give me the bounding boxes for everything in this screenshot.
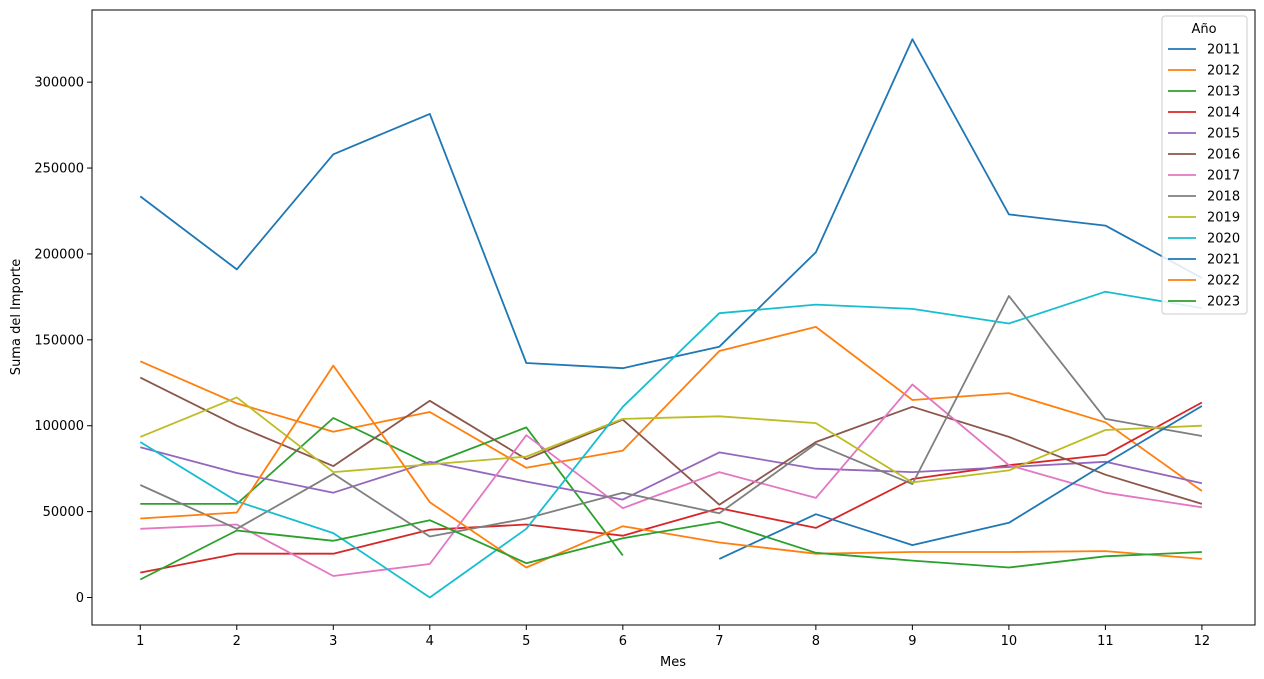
- x-tick-label: 7: [715, 634, 723, 649]
- y-axis-label: Suma del Importe: [9, 259, 24, 375]
- series-line-2021: [718, 405, 1203, 560]
- series-line-2014: [140, 401, 1203, 574]
- x-tick-label: 1: [136, 634, 144, 649]
- series-lines: [139, 38, 1203, 599]
- series-line-2020: [139, 290, 1203, 599]
- legend-label-2011: 2011: [1207, 43, 1240, 58]
- legend-label-2012: 2012: [1207, 64, 1240, 79]
- legend-label-2018: 2018: [1207, 190, 1240, 205]
- x-axis: 1 2 3 4 5 6 7 8 9 10 11 12: [136, 625, 1210, 649]
- legend-label-2016: 2016: [1207, 148, 1240, 163]
- x-tick-label: 3: [329, 634, 337, 649]
- series-line-2012: [139, 326, 1203, 492]
- x-tick-label: 5: [522, 634, 530, 649]
- series-line-2011: [139, 38, 1203, 370]
- series-line-2017: [140, 383, 1203, 577]
- series-line-2019: [139, 396, 1202, 484]
- y-tick-label: 300000: [34, 76, 84, 91]
- x-tick-label: 11: [1097, 634, 1114, 649]
- x-tick-label: 10: [1001, 634, 1018, 649]
- x-axis-label: Mes: [660, 655, 686, 670]
- y-tick-label: 250000: [34, 162, 84, 177]
- legend-label-2013: 2013: [1207, 85, 1240, 100]
- legend: Año 2011 2012 2013 2014 2015 2016 2017 2018 2019…: [1161, 15, 1248, 315]
- series-line-2015: [140, 446, 1203, 501]
- series-line-2018: [139, 295, 1203, 538]
- y-axis: 0 50000 100000 150000 200000 250000 300000: [34, 76, 92, 606]
- legend-label-2020: 2020: [1207, 232, 1240, 247]
- y-tick-label: 0: [76, 591, 84, 606]
- x-tick-label: 12: [1194, 634, 1211, 649]
- y-tick-label: 100000: [34, 419, 84, 434]
- x-tick-label: 9: [908, 634, 916, 649]
- legend-label-2023: 2023: [1207, 295, 1240, 310]
- series-line-2022: [140, 364, 1202, 569]
- series-line-2013: [140, 417, 624, 556]
- y-tick-label: 50000: [43, 505, 84, 520]
- legend-label-2021: 2021: [1207, 253, 1240, 268]
- legend-label-2022: 2022: [1207, 274, 1240, 289]
- y-tick-label: 200000: [34, 247, 84, 262]
- x-tick-label: 4: [426, 634, 434, 649]
- legend-label-2017: 2017: [1207, 169, 1240, 184]
- legend-box: [1161, 15, 1248, 315]
- legend-label-2019: 2019: [1207, 211, 1240, 226]
- x-tick-label: 8: [812, 634, 820, 649]
- series-line-2023: [139, 519, 1202, 581]
- x-tick-label: 6: [619, 634, 627, 649]
- legend-label-2014: 2014: [1207, 106, 1240, 121]
- legend-title: Año: [1191, 22, 1216, 37]
- x-tick-label: 2: [233, 634, 241, 649]
- y-tick-label: 150000: [34, 333, 84, 348]
- legend-label-2015: 2015: [1207, 127, 1240, 142]
- plot-frame: [91, 9, 1256, 626]
